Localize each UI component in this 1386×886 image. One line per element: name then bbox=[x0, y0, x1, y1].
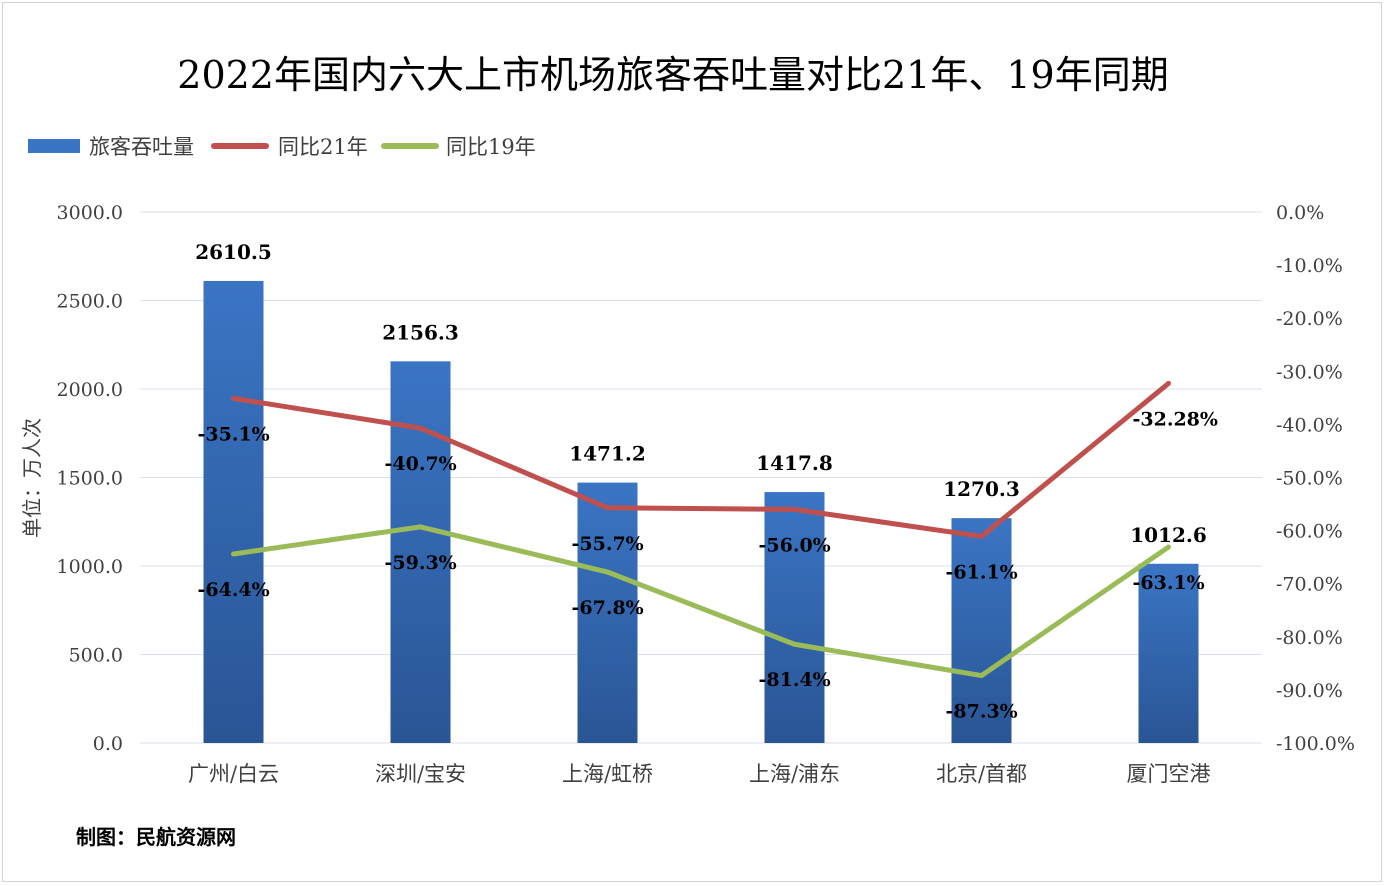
right-tick-label: -90.0% bbox=[1276, 680, 1343, 702]
line-value-label: -64.4% bbox=[198, 579, 270, 601]
line-value-label: -59.3% bbox=[385, 552, 457, 574]
line-point bbox=[980, 674, 983, 677]
line-point bbox=[232, 552, 235, 555]
line-point bbox=[980, 535, 983, 538]
bar-value-label: 2610.5 bbox=[195, 240, 272, 264]
right-axis-ticks: -100.0% -90.0% -80.0% -70.0% -60.0% -50.0% -40… bbox=[1276, 202, 1355, 755]
line-point bbox=[793, 508, 796, 511]
bar-value-label: 1471.2 bbox=[569, 442, 646, 466]
line-point bbox=[606, 506, 609, 509]
right-tick-label: -70.0% bbox=[1276, 574, 1343, 596]
category-label: 深圳/宝安 bbox=[375, 762, 466, 786]
line-point bbox=[419, 525, 422, 528]
bar bbox=[577, 482, 638, 743]
line-point bbox=[1167, 546, 1170, 549]
gridlines bbox=[140, 211, 1262, 744]
bar bbox=[1138, 563, 1199, 743]
right-tick-label: -10.0% bbox=[1276, 255, 1343, 277]
line-point bbox=[793, 643, 796, 646]
line-value-label: -61.1% bbox=[946, 561, 1018, 583]
right-tick-label: -60.0% bbox=[1276, 521, 1343, 543]
left-tick-label: 500.0 bbox=[69, 645, 123, 667]
line-data-labels: -35.1% -40.7% -55.7% -56.0% -61.1% -32.28% -64… bbox=[198, 408, 1218, 722]
line-point bbox=[1167, 382, 1170, 385]
line-value-label: -55.7% bbox=[572, 533, 644, 555]
line-value-label: -35.1% bbox=[198, 423, 270, 445]
chart-title: 2022年国内六大上市机场旅客吞吐量对比21年、19年同期 bbox=[177, 53, 1168, 97]
left-axis-title: 单位：万人次 bbox=[20, 418, 44, 538]
bar bbox=[764, 492, 825, 743]
left-tick-label: 2500.0 bbox=[57, 291, 123, 313]
left-tick-label: 1000.0 bbox=[57, 556, 123, 578]
bar-value-label: 1417.8 bbox=[756, 451, 833, 475]
left-tick-label: 1500.0 bbox=[57, 468, 123, 490]
legend-label-line-21: 同比21年 bbox=[278, 135, 368, 159]
line-series bbox=[231, 380, 1171, 679]
left-axis-ticks: 0.0 500.0 1000.0 1500.0 2000.0 2500.0 3000.0 bbox=[57, 202, 123, 755]
right-tick-label: -50.0% bbox=[1276, 468, 1343, 490]
legend-label-line-19: 同比19年 bbox=[446, 135, 536, 159]
line-value-label: -32.28% bbox=[1133, 408, 1218, 430]
category-label: 上海/虹桥 bbox=[562, 762, 653, 786]
line-point bbox=[606, 571, 609, 574]
line-value-label: -56.0% bbox=[759, 534, 831, 556]
category-labels: 广州/白云 深圳/宝安 上海/虹桥 上海/浦东 北京/首都 厦门空港 bbox=[188, 762, 1211, 786]
series-line-19 bbox=[231, 524, 1171, 679]
bar bbox=[951, 518, 1012, 743]
right-tick-label: -40.0% bbox=[1276, 414, 1343, 436]
series-line-21 bbox=[231, 380, 1171, 539]
line-value-label: -40.7% bbox=[385, 453, 457, 475]
left-tick-label: 0.0 bbox=[93, 733, 123, 755]
right-tick-label: -80.0% bbox=[1276, 627, 1343, 649]
right-tick-label: -20.0% bbox=[1276, 308, 1343, 330]
category-label: 上海/浦东 bbox=[749, 762, 840, 786]
line-value-label: -67.8% bbox=[572, 597, 644, 619]
category-label: 北京/首都 bbox=[936, 762, 1027, 786]
bar bbox=[203, 280, 264, 743]
legend: 旅客吞吐量 同比21年 同比19年 bbox=[28, 135, 536, 159]
category-label: 厦门空港 bbox=[1127, 762, 1211, 786]
line-point bbox=[419, 427, 422, 430]
left-tick-label: 2000.0 bbox=[57, 379, 123, 401]
line-value-label: -63.1% bbox=[1133, 572, 1205, 594]
legend-swatch-bar bbox=[28, 139, 80, 153]
legend-label-bar: 旅客吞吐量 bbox=[89, 135, 194, 159]
bar-value-label: 1270.3 bbox=[943, 477, 1020, 501]
bar-series bbox=[203, 280, 1199, 743]
bar-value-label: 1012.6 bbox=[1130, 523, 1207, 547]
right-tick-label: -30.0% bbox=[1276, 361, 1343, 383]
right-tick-label: 0.0% bbox=[1276, 202, 1324, 224]
bar-value-label: 2156.3 bbox=[382, 320, 459, 344]
category-label: 广州/白云 bbox=[188, 762, 279, 786]
source-note: 制图：民航资源网 bbox=[76, 825, 236, 849]
bar-data-labels: 2610.5 2156.3 1471.2 1417.8 1270.3 1012.6 bbox=[195, 240, 1207, 547]
line-value-label: -87.3% bbox=[946, 701, 1018, 723]
left-tick-label: 3000.0 bbox=[57, 202, 123, 224]
right-tick-label: -100.0% bbox=[1276, 733, 1355, 755]
line-value-label: -81.4% bbox=[759, 669, 831, 691]
line-point bbox=[232, 397, 235, 400]
